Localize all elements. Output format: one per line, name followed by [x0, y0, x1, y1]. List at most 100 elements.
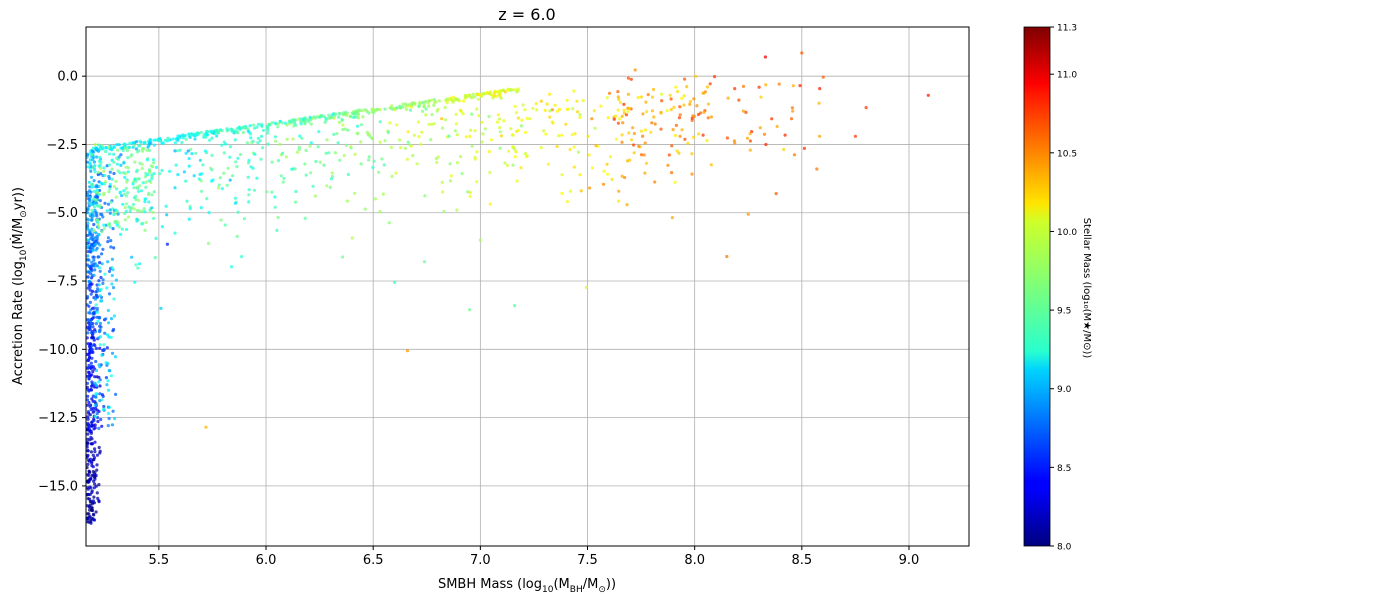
scatter-point [253, 152, 257, 156]
scatter-point [150, 206, 154, 210]
scatter-point [92, 258, 96, 262]
scatter-point [320, 113, 324, 118]
scatter-point [276, 159, 281, 163]
scatter-point [327, 113, 331, 117]
scatter-point [546, 162, 551, 166]
scatter-point [151, 165, 155, 169]
scatter-point [107, 152, 112, 156]
scatter-point [102, 169, 106, 173]
scatter-point [132, 207, 136, 211]
scatter-point [564, 122, 568, 126]
scatter-point [189, 147, 193, 152]
scatter-point [220, 129, 224, 133]
scatter-point [550, 108, 554, 112]
scatter-point [106, 411, 111, 415]
scatter-point [266, 142, 270, 146]
scatter-point [675, 149, 679, 153]
scatter-point [86, 221, 90, 225]
scatter-point [626, 76, 631, 80]
x-tick-label: 6.5 [363, 553, 384, 568]
scatter-point [246, 129, 250, 133]
scatter-point [513, 147, 517, 151]
scatter-point [297, 147, 301, 152]
scatter-point [188, 207, 192, 211]
scatter-point [571, 107, 575, 111]
scatter-point [783, 133, 787, 137]
scatter-point [130, 255, 134, 259]
scatter-point [626, 159, 630, 163]
scatter-point [381, 192, 385, 196]
scatter-point [492, 91, 496, 95]
scatter-point [184, 179, 188, 183]
x-tick-label: 8.5 [791, 553, 812, 568]
scatter-point [511, 88, 515, 92]
scatter-point [236, 130, 240, 135]
scatter-point [86, 352, 89, 356]
scatter-point [88, 162, 92, 166]
scatter-point [416, 120, 420, 124]
scatter-point [107, 405, 111, 409]
scatter-point [90, 464, 94, 468]
scatter-point [86, 331, 90, 335]
scatter-point [521, 103, 525, 107]
scatter-point [93, 414, 97, 419]
scatter-point [109, 335, 113, 339]
scatter-point [405, 349, 410, 353]
scatter-point [309, 171, 313, 175]
scatter-point [107, 190, 111, 194]
scatter-point [706, 102, 711, 106]
scatter-point [475, 180, 479, 184]
scatter-point [290, 120, 294, 124]
scatter-point [670, 144, 674, 148]
scatter-point [498, 126, 502, 130]
scatter-point [145, 173, 150, 177]
scatter-point [432, 122, 436, 126]
scatter-point [89, 384, 94, 388]
scatter-point [417, 104, 421, 108]
scatter-point [94, 210, 98, 214]
scatter-point [91, 146, 95, 150]
scatter-point [94, 359, 98, 364]
scatter-point [222, 171, 226, 175]
scatter-point [188, 135, 192, 139]
scatter-point [125, 148, 130, 153]
scatter-point [649, 130, 653, 134]
scatter-point [111, 207, 115, 211]
scatter-point [138, 161, 142, 165]
colorbar-tick-label: 8.0 [1057, 543, 1072, 553]
scatter-point [196, 131, 200, 135]
scatter-point [576, 150, 581, 154]
scatter-point [98, 346, 102, 350]
scatter-point [86, 295, 90, 299]
scatter-point [86, 417, 90, 421]
scatter-point [261, 146, 265, 150]
scatter-point [475, 107, 479, 111]
scatter-point [93, 426, 97, 430]
scatter-point [455, 133, 459, 137]
scatter-point [126, 191, 130, 195]
scatter-point [576, 110, 580, 114]
scatter-point [309, 141, 313, 145]
scatter-point [411, 153, 415, 158]
scatter-point [88, 477, 93, 481]
scatter-point [111, 409, 115, 413]
scatter-point [692, 97, 696, 101]
scatter-point [238, 126, 243, 131]
scatter-point [346, 172, 350, 177]
scatter-point [96, 496, 100, 500]
scatter-point [633, 68, 637, 72]
scatter-point [605, 162, 609, 166]
scatter-point [90, 227, 94, 231]
scatter-point [408, 143, 412, 147]
scatter-point [543, 108, 547, 112]
scatter-point [440, 117, 444, 121]
scatter-point [137, 262, 142, 266]
scatter-point [505, 163, 509, 168]
scatter-point [578, 115, 582, 120]
scatter-point [98, 203, 102, 208]
scatter-point [124, 209, 128, 213]
scatter-point [207, 211, 211, 215]
scatter-point [121, 202, 125, 206]
scatter-point [94, 484, 98, 488]
scatter-point [181, 134, 185, 138]
